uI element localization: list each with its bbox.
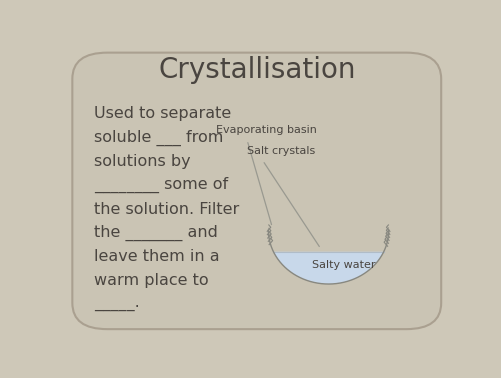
Polygon shape: [274, 252, 384, 284]
Text: warm place to: warm place to: [94, 273, 208, 288]
Text: the solution. Filter: the solution. Filter: [94, 202, 239, 217]
Text: Evaporating basin: Evaporating basin: [216, 125, 317, 135]
Text: Salt crystals: Salt crystals: [247, 146, 315, 156]
Text: _____.: _____.: [94, 297, 139, 312]
Text: the _______ and: the _______ and: [94, 225, 217, 241]
Text: solutions by: solutions by: [94, 154, 190, 169]
Text: Used to separate: Used to separate: [94, 106, 231, 121]
Text: leave them in a: leave them in a: [94, 249, 219, 265]
Text: Crystallisation: Crystallisation: [158, 56, 356, 84]
Text: ________ some of: ________ some of: [94, 177, 228, 194]
Text: Salty water: Salty water: [313, 260, 376, 270]
Text: soluble ___ from: soluble ___ from: [94, 130, 223, 146]
FancyBboxPatch shape: [72, 53, 441, 329]
